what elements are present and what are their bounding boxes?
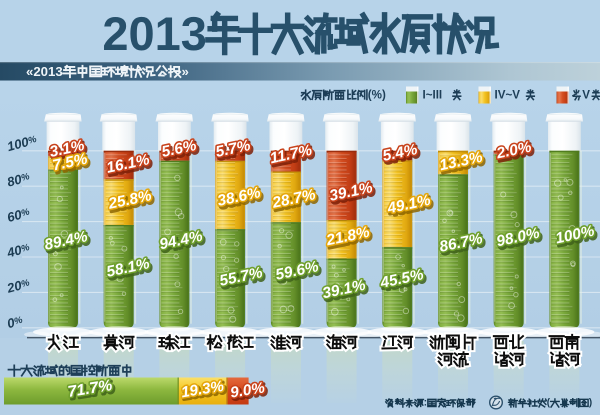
svg-text:2013: 2013 bbox=[102, 7, 207, 60]
svg-text:»: » bbox=[182, 64, 189, 79]
svg-text:55.7%: 55.7% bbox=[220, 267, 267, 293]
svg-text:V: V bbox=[582, 89, 590, 102]
svg-text:I~III: I~III bbox=[423, 89, 443, 102]
svg-text:(: ( bbox=[547, 398, 551, 409]
svg-text:IV~V: IV~V bbox=[495, 89, 521, 102]
svg-text::: : bbox=[424, 398, 427, 409]
svg-text:(%): (%) bbox=[368, 89, 386, 102]
svg-text:«2013: «2013 bbox=[26, 64, 63, 79]
svg-text:): ) bbox=[589, 398, 592, 409]
